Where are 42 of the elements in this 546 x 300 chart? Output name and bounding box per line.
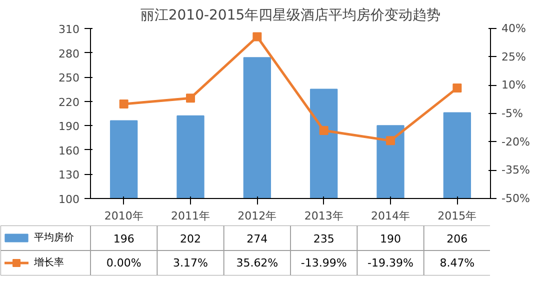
data-label: 202 — [180, 232, 201, 246]
x-tick-label: 2015年 — [438, 210, 477, 222]
point — [119, 100, 128, 109]
y2-tick-label: 40% — [502, 22, 526, 35]
data-label: 3.17% — [173, 256, 208, 270]
y2-tick-label: -20% — [502, 135, 530, 148]
y-tick-label: 220 — [58, 96, 80, 109]
point — [252, 32, 262, 42]
point — [452, 84, 462, 93]
y2-tick-label: -50% — [502, 192, 530, 205]
legend-label: 增长率 — [32, 256, 64, 268]
y2-tick-label: 25% — [502, 50, 526, 64]
x-tick-label: 2010年 — [104, 210, 144, 222]
x-tick-label: 2014年 — [371, 210, 410, 222]
y-tick-label: 310 — [58, 23, 80, 36]
chart-title: 丽江2010-2015年四星级酒店平均房价变动趋势 — [140, 8, 441, 24]
data-label: 190 — [380, 232, 401, 246]
x-tick-label: 2013年 — [304, 210, 344, 222]
y-tick-label: 100 — [58, 193, 80, 206]
point — [386, 136, 395, 146]
y2-tick-label: -35% — [502, 164, 530, 177]
data-label: 8.47% — [440, 256, 475, 270]
y2-tick-label: 10% — [502, 78, 526, 92]
data-label: 196 — [113, 232, 134, 246]
y-tick-label: 280 — [58, 47, 80, 60]
y-tick-label: 130 — [58, 168, 80, 182]
data-label: -19.39% — [368, 256, 414, 270]
point — [319, 126, 328, 135]
data-label: 235 — [313, 232, 334, 246]
y-tick-label: 190 — [58, 120, 80, 134]
y-tick-label: 160 — [58, 144, 80, 158]
x-tick-label: 2012年 — [238, 210, 277, 222]
data-label: 206 — [446, 232, 468, 246]
x-tick-label: 2011年 — [171, 210, 210, 222]
data-label: -13.99% — [300, 256, 347, 270]
point — [186, 94, 195, 103]
data-label: 274 — [246, 232, 268, 246]
data-label: 0.00% — [106, 256, 142, 270]
data-label: 35.62% — [236, 256, 278, 270]
y2-tick-label: -5% — [502, 107, 523, 120]
y-tick-label: 250 — [58, 72, 80, 85]
legend-label: 平均房价 — [34, 232, 74, 244]
